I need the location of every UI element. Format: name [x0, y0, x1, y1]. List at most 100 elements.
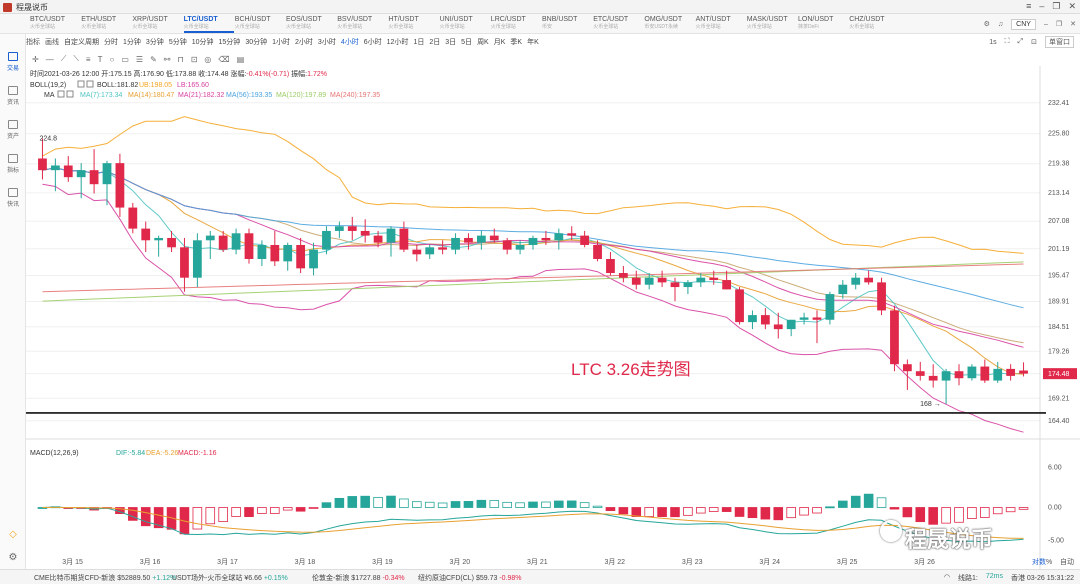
- candle[interactable]: [890, 305, 899, 372]
- candle[interactable]: [205, 230, 215, 259]
- candle[interactable]: [451, 233, 460, 255]
- candle[interactable]: [244, 228, 254, 264]
- candle[interactable]: [464, 233, 473, 250]
- period-16[interactable]: 1日: [413, 39, 425, 46]
- candle[interactable]: [425, 244, 435, 259]
- symbol-tab-bch-usdt[interactable]: BCH/USDT 火币全球站: [235, 16, 285, 33]
- candle[interactable]: [399, 221, 409, 252]
- chart-svg[interactable]: 时间2021-03-26 12:00 开:175.15 高:176.90 低:1…: [26, 66, 1080, 570]
- fibonacci-tool-icon[interactable]: ☰: [135, 54, 144, 64]
- boll-settings-icon[interactable]: [77, 80, 85, 88]
- delete-tool-icon[interactable]: ⌫: [218, 54, 230, 64]
- period-23[interactable]: 年K: [527, 39, 539, 46]
- chart-area[interactable]: 时间2021-03-26 12:00 开:175.15 高:176.90 低:1…: [26, 66, 1080, 570]
- candle[interactable]: [967, 364, 977, 381]
- lock-tool-icon[interactable]: ⊡: [190, 54, 198, 64]
- period-5[interactable]: 3分钟: [145, 39, 164, 46]
- crosshair-icon[interactable]: ✛: [32, 54, 39, 64]
- ticker-0[interactable]: CME比特币期货CFD-新浪 $52889.50 +1.12%: [34, 573, 176, 583]
- period-2[interactable]: 自定义周期: [64, 39, 99, 46]
- candle[interactable]: [928, 364, 938, 388]
- candle[interactable]: [489, 228, 499, 243]
- trend-line-icon[interactable]: ⟍: [73, 54, 79, 63]
- candle[interactable]: [476, 230, 486, 250]
- candle[interactable]: [786, 319, 796, 337]
- candle[interactable]: [877, 277, 886, 316]
- period-6[interactable]: 5分钟: [168, 39, 187, 46]
- restore-icon[interactable]: ❐: [1052, 1, 1061, 11]
- period-10[interactable]: 1小时: [272, 39, 291, 46]
- symbol-tab-mask-usdt[interactable]: MASK/USDT 火币全球站: [747, 16, 797, 33]
- period-12[interactable]: 3小时: [317, 39, 336, 46]
- symbol-tab-bnb-usdt[interactable]: BNB/USDT 币安: [542, 16, 592, 33]
- period-3[interactable]: 分时: [104, 39, 118, 46]
- candle[interactable]: [218, 230, 228, 252]
- period-19[interactable]: 5日: [461, 39, 473, 46]
- period-15[interactable]: 12小时: [386, 39, 409, 46]
- horizontal-line-icon[interactable]: ―: [45, 54, 54, 64]
- candle[interactable]: [825, 291, 835, 325]
- symbol-tab-ltc-usdt[interactable]: LTC/USDT 火币全球站: [183, 16, 234, 33]
- candle[interactable]: [412, 244, 422, 262]
- symbol-tab-bsv-usdt[interactable]: BSV/USDT 火币全球站: [337, 16, 387, 33]
- magnet-tool-icon[interactable]: ⊓: [177, 54, 184, 64]
- boll-close-icon[interactable]: [86, 80, 94, 88]
- period-7[interactable]: 10分钟: [191, 39, 214, 46]
- candle[interactable]: [89, 149, 99, 194]
- candle[interactable]: [838, 280, 848, 299]
- rail-item-3[interactable]: 指标: [0, 154, 26, 174]
- symbol-tab-lrc-usdt[interactable]: LRC/USDT 火币全球站: [491, 16, 541, 33]
- candle[interactable]: [154, 235, 164, 257]
- candle[interactable]: [38, 138, 47, 180]
- candle[interactable]: [954, 364, 964, 386]
- symbol-tab-omg-usdt[interactable]: OMG/USDT 币安USDT永续: [644, 16, 694, 33]
- eye-tool-icon[interactable]: ◎: [204, 54, 212, 64]
- close-window-icon[interactable]: ✕: [1070, 21, 1076, 28]
- link-tool-icon[interactable]: ⚯: [163, 54, 171, 64]
- ray-line-icon[interactable]: ⟋: [60, 54, 67, 63]
- candle[interactable]: [593, 240, 602, 262]
- candle[interactable]: [670, 277, 680, 302]
- candle[interactable]: [902, 359, 912, 390]
- candle[interactable]: [1006, 364, 1016, 381]
- candle[interactable]: [231, 228, 241, 255]
- candle[interactable]: [799, 312, 809, 325]
- ticker-1[interactable]: USDT场外-火币全球站 ¥6.66 +0.15%: [172, 573, 288, 583]
- rail-item-1[interactable]: 资讯: [0, 86, 26, 106]
- restore-window-icon[interactable]: ❐: [1055, 21, 1063, 28]
- bottom-gem-icon[interactable]: ◇: [9, 529, 17, 540]
- candle[interactable]: [696, 273, 706, 288]
- candle[interactable]: [257, 240, 267, 267]
- candle[interactable]: [657, 270, 667, 288]
- rail-item-2[interactable]: 资产: [0, 120, 26, 140]
- candle[interactable]: [722, 270, 732, 290]
- symbol-tab-eth-usdt[interactable]: ETH/USDT 火币全球站: [81, 16, 131, 33]
- candle[interactable]: [748, 310, 757, 330]
- candle[interactable]: [334, 221, 344, 238]
- text-tool-icon[interactable]: T: [97, 54, 103, 64]
- refresh-rate[interactable]: 1s: [989, 38, 997, 46]
- candle[interactable]: [128, 202, 138, 234]
- symbol-tab-eos-usdt[interactable]: EOS/USDT 火币全球站: [286, 16, 336, 33]
- candle[interactable]: [773, 312, 783, 339]
- period-21[interactable]: 月K: [493, 39, 506, 46]
- candle[interactable]: [515, 240, 525, 255]
- candle[interactable]: [192, 233, 202, 288]
- symbol-tab-chz-usdt[interactable]: CHZ/USDT 火币全球站: [849, 16, 899, 33]
- candle[interactable]: [502, 237, 512, 255]
- window-mode-select[interactable]: 单窗口: [1045, 36, 1074, 48]
- fullscreen-icon[interactable]: ⛶: [1004, 38, 1010, 45]
- candle[interactable]: [270, 230, 280, 267]
- period-8[interactable]: 15分钟: [218, 39, 241, 46]
- candle[interactable]: [309, 242, 318, 276]
- candle[interactable]: [360, 219, 370, 243]
- candle[interactable]: [864, 270, 874, 285]
- candle[interactable]: [528, 235, 538, 250]
- candle[interactable]: [373, 230, 383, 248]
- candle[interactable]: [993, 361, 1003, 383]
- symbol-tab-btc-usdt[interactable]: BTC/USDT 火币全球站: [30, 16, 80, 33]
- symbol-tab-uni-usdt[interactable]: UNI/USDT 火币全球站: [440, 16, 490, 33]
- symbol-tab-ht-usdt[interactable]: HT/USDT 火币全球站: [388, 16, 438, 33]
- symbol-tab-lon-usdt[interactable]: LON/USDT 抹茶DeFi: [798, 16, 848, 33]
- line-label[interactable]: 线路1:: [957, 575, 978, 582]
